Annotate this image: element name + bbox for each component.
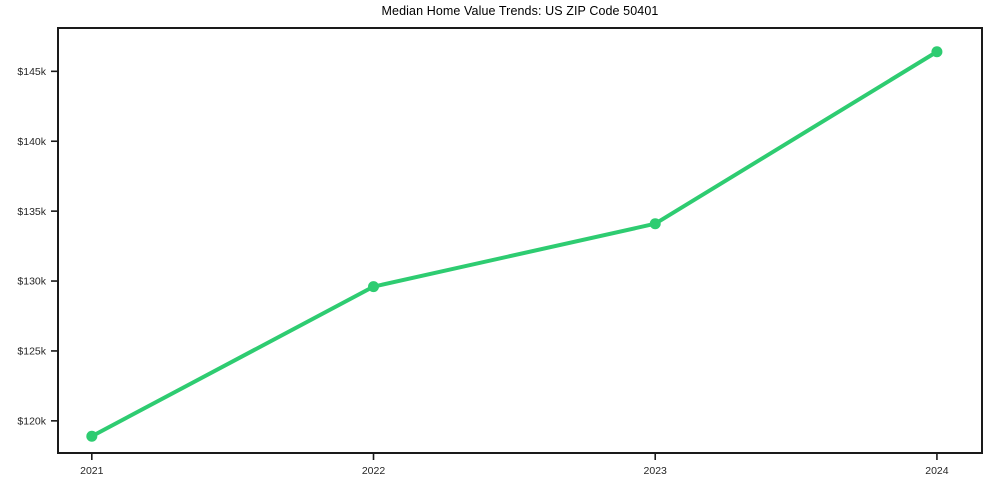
plot-frame	[57, 27, 983, 454]
y-axis-tick-label: $130k	[17, 276, 46, 288]
data-line	[89, 49, 939, 439]
chart-title: Median Home Value Trends: US ZIP Code 50…	[381, 4, 659, 18]
y-axis-tick-label: $120k	[17, 416, 46, 428]
x-axis-tick-label: 2023	[644, 465, 668, 477]
y-axis-tick-label: $140k	[17, 136, 46, 148]
data-point-marker	[931, 46, 943, 58]
x-axis-tick-label: 2024	[925, 465, 949, 477]
y-axis-tick-label: $125k	[17, 346, 46, 358]
data-point-marker	[649, 218, 661, 230]
data-point-marker	[86, 430, 98, 442]
y-axis-tick-label: $145k	[17, 66, 46, 78]
x-axis-tick-label: 2021	[80, 465, 104, 477]
data-point-marker	[368, 281, 380, 293]
y-axis-tick-label: $135k	[17, 206, 46, 218]
x-axis-tick-label: 2022	[362, 465, 386, 477]
